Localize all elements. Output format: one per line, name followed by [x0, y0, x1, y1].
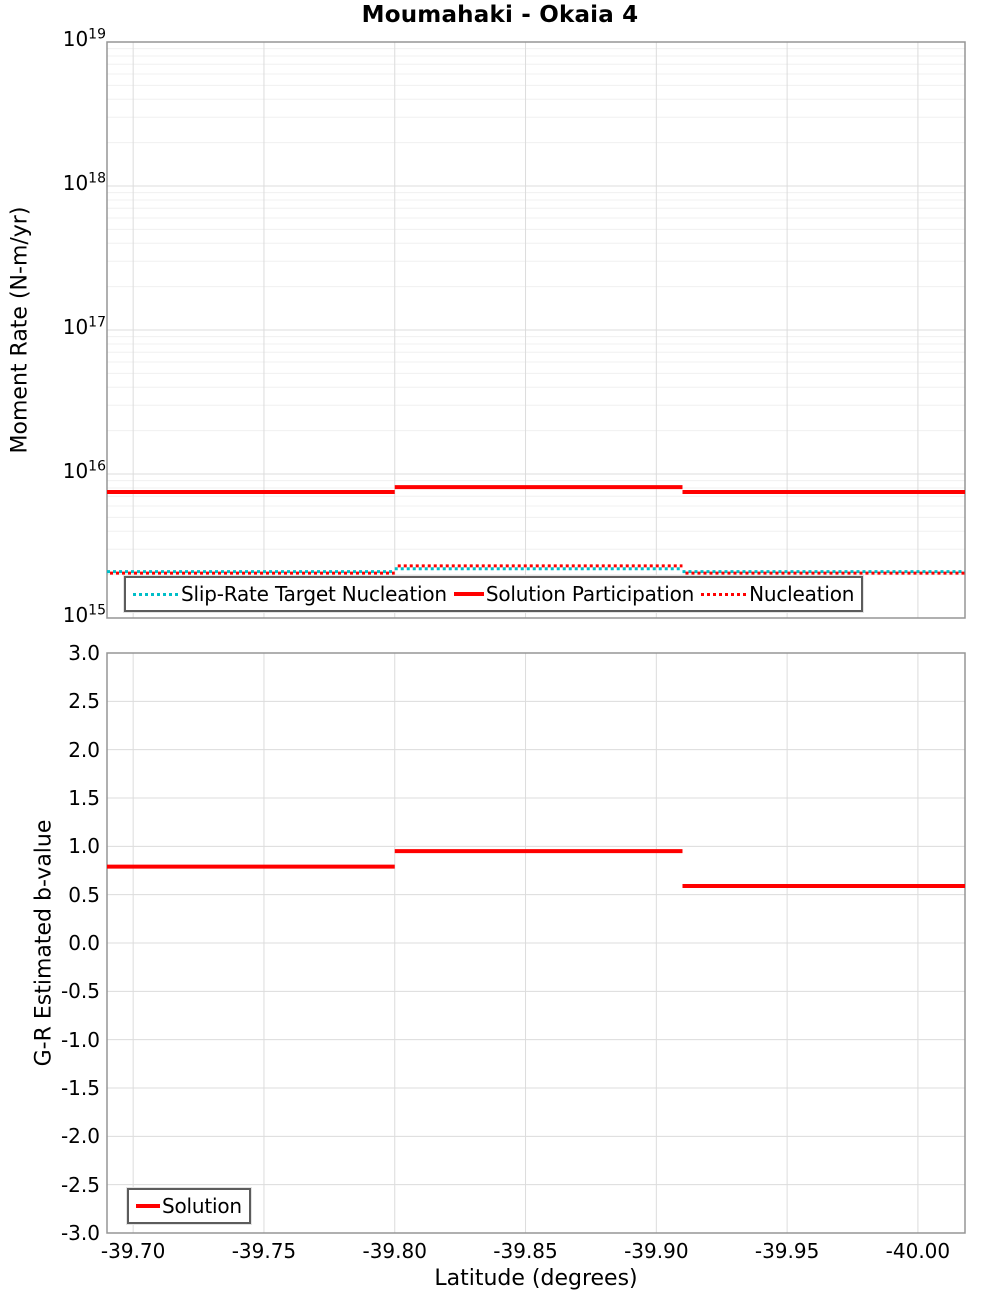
x-tick-label--39.85: -39.85	[493, 1239, 558, 1263]
y-tick-label--3.0: -3.0	[60, 1221, 100, 1245]
legend-item-solution-participation: Solution Participation	[453, 582, 695, 606]
y-tick-label-2.5: 2.5	[68, 689, 100, 714]
cyan-dotted-line-marker-icon	[133, 592, 179, 596]
chart-title: Moumahaki - Okaia 4	[361, 2, 639, 28]
y-tick-label-1.0: 1.0	[68, 834, 100, 859]
y-tick-label--2.5: -2.5	[60, 1172, 100, 1197]
bottom-plot-border	[106, 652, 966, 1234]
y-tick-label-3.0: 3.0	[68, 641, 100, 665]
y-tick-label-1.5: 1.5	[68, 786, 100, 810]
y-tick-label-10e18: 1018	[62, 170, 106, 195]
x-tick-label--39.75: -39.75	[231, 1239, 297, 1263]
y-tick-label-10e15: 1015	[62, 602, 106, 627]
red-dotted-line-marker-icon	[701, 592, 748, 596]
top-plot-border	[106, 41, 966, 619]
y-tick-label--2.0: -2.0	[60, 1124, 100, 1149]
bottom-panel	[106, 652, 966, 1234]
legend-label: Nucleation	[749, 582, 855, 606]
legend-label: Solution Participation	[485, 582, 695, 606]
x-axis-title-latitude: Latitude (degrees)	[434, 1266, 638, 1291]
legend-label: Slip-Rate Target Nucleation	[181, 582, 447, 606]
x-tick-label--40.00: -40.00	[885, 1239, 951, 1263]
y-tick-label-0.0: 0.0	[68, 931, 100, 955]
y-tick-label--1.0: -1.0	[60, 1027, 100, 1052]
y-tick-label--0.5: -0.5	[60, 979, 100, 1004]
x-tick-label--39.70: -39.70	[100, 1239, 166, 1263]
legend-label: Solution	[162, 1194, 242, 1218]
y-tick-label-2.0: 2.0	[68, 737, 100, 762]
legend-item-slip-rate-target-nucleation: Slip-Rate Target Nucleation	[133, 582, 447, 606]
legend-item-nucleation: Nucleation	[701, 582, 854, 606]
red-solid-line-marker-icon	[453, 592, 484, 596]
y-tick-label-10e17: 1017	[62, 314, 106, 339]
top-panel	[106, 41, 966, 619]
x-tick-label--39.90: -39.90	[624, 1239, 689, 1263]
y-tick-label-10e16: 1016	[62, 458, 106, 483]
y-tick-label-0.5: 0.5	[68, 882, 100, 907]
legend-top-panel: Slip-Rate Target Nucleation Solution Par…	[124, 576, 864, 612]
x-tick-label--39.80: -39.80	[362, 1239, 427, 1263]
y-tick-label-10e19: 1019	[62, 26, 106, 51]
x-tick-label--39.95: -39.95	[754, 1239, 820, 1263]
legend-item-solution: Solution	[136, 1194, 242, 1218]
red-solid-line-marker-icon	[136, 1204, 160, 1208]
y-tick-label--1.5: -1.5	[60, 1076, 100, 1100]
legend-bottom-panel: Solution	[127, 1188, 251, 1224]
